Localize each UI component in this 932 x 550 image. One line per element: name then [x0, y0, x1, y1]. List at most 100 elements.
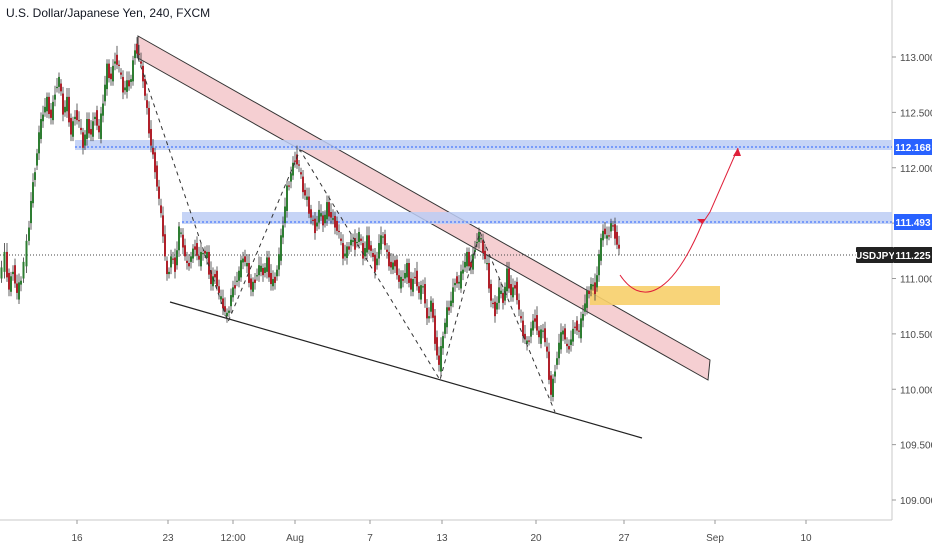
candle-body: [290, 173, 292, 181]
candle-body: [18, 282, 20, 299]
candle-body: [23, 262, 25, 279]
candle-body: [548, 352, 550, 380]
candle-body: [14, 265, 16, 283]
candle-body: [220, 296, 222, 299]
candle-body: [90, 129, 92, 135]
candle-body: [260, 266, 262, 272]
candle-body: [466, 252, 468, 266]
candle-body: [184, 245, 186, 256]
candle-body: [422, 286, 424, 287]
candle-body: [76, 110, 78, 120]
candle-body: [596, 275, 598, 287]
candle-body: [538, 331, 540, 338]
candle-body: [50, 110, 52, 118]
candle-body: [38, 132, 40, 153]
wave-pattern: [138, 58, 555, 412]
candle-body: [306, 197, 308, 200]
last-price-tag: USDJPY 111.225: [855, 247, 932, 263]
candle-body: [370, 245, 372, 251]
candle-body: [256, 275, 258, 276]
candle-body: [500, 291, 502, 294]
candle-body: [418, 286, 420, 293]
candle-body: [166, 261, 168, 274]
candle-body: [30, 201, 32, 223]
candle-body: [96, 110, 98, 126]
candle-body: [592, 285, 594, 287]
candle-body: [278, 254, 280, 270]
candle-body: [52, 102, 54, 120]
candle-body: [580, 318, 582, 338]
candle-body: [234, 285, 236, 288]
level-tag-112168: 112.168: [894, 139, 932, 155]
candle-body: [176, 250, 178, 265]
candle-body: [454, 283, 456, 285]
candle-body: [132, 60, 134, 81]
x-tick-label: 27: [618, 533, 630, 544]
candle-body: [42, 115, 44, 122]
candle-body: [28, 228, 30, 241]
candle-body: [268, 257, 270, 277]
candle-body: [232, 287, 234, 297]
candle-body: [542, 331, 544, 332]
candle-body: [360, 239, 362, 241]
candle-body: [588, 291, 590, 294]
candle-body: [562, 331, 564, 335]
candle-body: [440, 346, 442, 371]
candle-body: [72, 121, 74, 137]
candle-body: [190, 256, 192, 262]
candle-body: [214, 274, 216, 277]
candle-body: [554, 372, 556, 377]
candle-body: [436, 337, 438, 355]
candle-body: [114, 61, 116, 63]
candle-body: [452, 287, 454, 303]
candle-body: [26, 241, 28, 266]
candle-body: [386, 250, 388, 252]
candle-body: [468, 252, 470, 266]
candle-body: [242, 259, 244, 263]
candle-body: [194, 246, 196, 249]
candle-body: [462, 270, 464, 274]
x-tick-label: 7: [367, 533, 373, 544]
candle-body: [340, 239, 342, 241]
candle-body: [578, 331, 580, 332]
candle-body: [584, 303, 586, 311]
candle-body: [108, 64, 110, 78]
candle-body: [324, 215, 326, 223]
candle-body: [188, 263, 190, 266]
candle-body: [282, 225, 284, 237]
candle-body: [358, 232, 360, 242]
x-tick-label: Aug: [286, 533, 304, 544]
candle-body: [480, 238, 482, 239]
candle-body: [404, 273, 406, 279]
candle-body: [316, 223, 318, 227]
candle-body: [590, 284, 592, 290]
level-tag-111493: 111.493: [894, 214, 932, 230]
x-tick-label: 16: [71, 533, 83, 544]
candle-body: [270, 273, 272, 284]
candle-body: [410, 279, 412, 290]
candle-body: [494, 302, 496, 316]
candle-body: [444, 323, 446, 334]
candle-body: [602, 231, 604, 240]
candle-body: [406, 263, 408, 277]
candle-body: [186, 261, 188, 263]
candle-body: [332, 218, 334, 220]
candle-body: [48, 97, 50, 114]
candle-body: [40, 119, 42, 139]
candle-body: [540, 329, 542, 343]
candle-body: [66, 97, 68, 111]
candle-body: [446, 307, 448, 327]
candle-body: [408, 263, 410, 283]
candle-body: [304, 190, 306, 196]
x-tick-label: 10: [800, 533, 812, 544]
candle-body: [158, 187, 160, 199]
candle-body: [70, 118, 72, 135]
candle-body: [138, 54, 140, 55]
candle-body: [94, 117, 96, 119]
candle-body: [252, 282, 254, 292]
candle-body: [262, 268, 264, 275]
candle-body: [204, 251, 206, 254]
candle-body: [392, 262, 394, 269]
candle-body: [308, 197, 310, 214]
